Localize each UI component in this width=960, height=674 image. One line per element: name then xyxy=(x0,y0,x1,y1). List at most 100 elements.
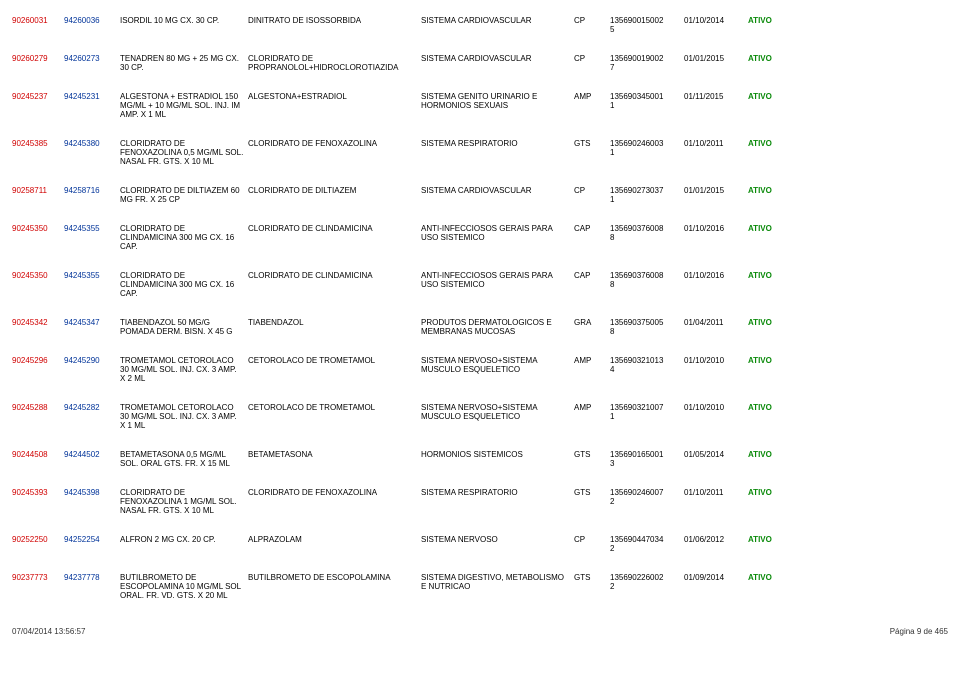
substance: ALPRAZOLAM xyxy=(248,535,421,544)
registry: 1356901650013 xyxy=(610,450,684,468)
date: 01/10/2010 xyxy=(684,403,748,412)
system: SISTEMA CARDIOVASCULAR xyxy=(421,16,574,25)
substance: BETAMETASONA xyxy=(248,450,421,459)
form: CAP xyxy=(574,224,610,233)
code1: 90245350 xyxy=(12,271,64,280)
form: CP xyxy=(574,54,610,63)
status: ATIVO xyxy=(748,186,798,195)
system: ANTI-INFECCIOSOS GERAIS PARA USO SISTEMI… xyxy=(421,271,574,289)
system: SISTEMA RESPIRATORIO xyxy=(421,488,574,497)
registry: 1356903750058 xyxy=(610,318,684,336)
code1: 90245385 xyxy=(12,139,64,148)
form: CAP xyxy=(574,271,610,280)
product: CLORIDRATO DE FENOXAZOLINA 0,5 MG/ML SOL… xyxy=(120,139,248,166)
product: ISORDIL 10 MG CX. 30 CP. xyxy=(120,16,248,25)
code2: 94245290 xyxy=(64,356,120,365)
status: ATIVO xyxy=(748,139,798,148)
product: BUTILBROMETO DE ESCOPOLAMINA 10 MG/ML SO… xyxy=(120,573,248,600)
system: SISTEMA NERVOSO xyxy=(421,535,574,544)
form: CP xyxy=(574,186,610,195)
substance: CETOROLACO DE TROMETAMOL xyxy=(248,403,421,412)
registry: 1356903210071 xyxy=(610,403,684,421)
system: SISTEMA CARDIOVASCULAR xyxy=(421,54,574,63)
product: TIABENDAZOL 50 MG/G POMADA DERM. BISN. X… xyxy=(120,318,248,336)
table-row: 9024535094245355CLORIDRATO DE CLINDAMICI… xyxy=(12,265,948,312)
table-row: 9025225094252254ALFRON 2 MG CX. 20 CP.AL… xyxy=(12,529,948,567)
code2: 94245355 xyxy=(64,271,120,280)
code2: 94260036 xyxy=(64,16,120,25)
print-timestamp: 07/04/2014 13:56:57 xyxy=(12,627,85,636)
registry: 1356902260022 xyxy=(610,573,684,591)
code2: 94260273 xyxy=(64,54,120,63)
status: ATIVO xyxy=(748,356,798,365)
product: TROMETAMOL CETOROLACO 30 MG/ML SOL. INJ.… xyxy=(120,356,248,383)
status: ATIVO xyxy=(748,488,798,497)
code2: 94245355 xyxy=(64,224,120,233)
product: CLORIDRATO DE FENOXAZOLINA 1 MG/ML SOL. … xyxy=(120,488,248,515)
code2: 94258716 xyxy=(64,186,120,195)
substance: BUTILBROMETO DE ESCOPOLAMINA xyxy=(248,573,421,582)
status: ATIVO xyxy=(748,535,798,544)
product: TENADREN 80 MG + 25 MG CX. 30 CP. xyxy=(120,54,248,72)
table-row: 9024528894245282TROMETAMOL CETOROLACO 30… xyxy=(12,397,948,444)
system: SISTEMA DIGESTIVO, METABOLISMO E NUTRICA… xyxy=(421,573,574,591)
registry: 1356902730371 xyxy=(610,186,684,204)
system: SISTEMA GENITO URINARIO E HORMONIOS SEXU… xyxy=(421,92,574,110)
substance: CLORIDRATO DE FENOXAZOLINA xyxy=(248,488,421,497)
substance: ALGESTONA+ESTRADIOL xyxy=(248,92,421,101)
code1: 90237773 xyxy=(12,573,64,582)
code2: 94245380 xyxy=(64,139,120,148)
registry: 1356903450011 xyxy=(610,92,684,110)
substance: TIABENDAZOL xyxy=(248,318,421,327)
date: 01/10/2014 xyxy=(684,16,748,25)
registry: 1356902460031 xyxy=(610,139,684,157)
code2: 94245398 xyxy=(64,488,120,497)
status: ATIVO xyxy=(748,573,798,582)
page-number: Página 9 de 465 xyxy=(890,627,948,636)
code1: 90245342 xyxy=(12,318,64,327)
table-row: 9026003194260036ISORDIL 10 MG CX. 30 CP.… xyxy=(12,10,948,48)
registry: 1356903210134 xyxy=(610,356,684,374)
table-row: 9024529694245290TROMETAMOL CETOROLACO 30… xyxy=(12,350,948,397)
code2: 94244502 xyxy=(64,450,120,459)
system: HORMONIOS SISTEMICOS xyxy=(421,450,574,459)
table-row: 9024523794245231ALGESTONA + ESTRADIOL 15… xyxy=(12,86,948,133)
substance: CLORIDRATO DE FENOXAZOLINA xyxy=(248,139,421,148)
table-row: 9024450894244502BETAMETASONA 0,5 MG/ML S… xyxy=(12,444,948,482)
product: CLORIDRATO DE DILTIAZEM 60 MG FR. X 25 C… xyxy=(120,186,248,204)
code1: 90245350 xyxy=(12,224,64,233)
table-row: 9024539394245398CLORIDRATO DE FENOXAZOLI… xyxy=(12,482,948,529)
date: 01/01/2015 xyxy=(684,186,748,195)
substance: CLORIDRATO DE DILTIAZEM xyxy=(248,186,421,195)
code1: 90245288 xyxy=(12,403,64,412)
date: 01/06/2012 xyxy=(684,535,748,544)
date: 01/10/2016 xyxy=(684,224,748,233)
substance: CLORIDRATO DE CLINDAMICINA xyxy=(248,271,421,280)
registry: 1356903760088 xyxy=(610,271,684,289)
table-row: 9023777394237778BUTILBROMETO DE ESCOPOLA… xyxy=(12,567,948,614)
product: CLORIDRATO DE CLINDAMICINA 300 MG CX. 16… xyxy=(120,271,248,298)
code2: 94252254 xyxy=(64,535,120,544)
status: ATIVO xyxy=(748,92,798,101)
form: CP xyxy=(574,16,610,25)
table-row: 9025871194258716CLORIDRATO DE DILTIAZEM … xyxy=(12,180,948,218)
product: TROMETAMOL CETOROLACO 30 MG/ML SOL. INJ.… xyxy=(120,403,248,430)
code1: 90245393 xyxy=(12,488,64,497)
date: 01/10/2016 xyxy=(684,271,748,280)
table-row: 9024535094245355CLORIDRATO DE CLINDAMICI… xyxy=(12,218,948,265)
status: ATIVO xyxy=(748,224,798,233)
form: GTS xyxy=(574,450,610,459)
form: AMP xyxy=(574,403,610,412)
page-footer: 07/04/2014 13:56:57 Página 9 de 465 xyxy=(12,627,948,636)
medication-table: 9026003194260036ISORDIL 10 MG CX. 30 CP.… xyxy=(12,10,948,614)
registry: 1356904470342 xyxy=(610,535,684,553)
status: ATIVO xyxy=(748,16,798,25)
form: CP xyxy=(574,535,610,544)
form: GRA xyxy=(574,318,610,327)
product: ALFRON 2 MG CX. 20 CP. xyxy=(120,535,248,544)
system: SISTEMA CARDIOVASCULAR xyxy=(421,186,574,195)
form: GTS xyxy=(574,488,610,497)
product: BETAMETASONA 0,5 MG/ML SOL. ORAL GTS. FR… xyxy=(120,450,248,468)
substance: CLORIDRATO DE PROPRANOLOL+HIDROCLOROTIAZ… xyxy=(248,54,421,72)
product: ALGESTONA + ESTRADIOL 150 MG/ML + 10 MG/… xyxy=(120,92,248,119)
